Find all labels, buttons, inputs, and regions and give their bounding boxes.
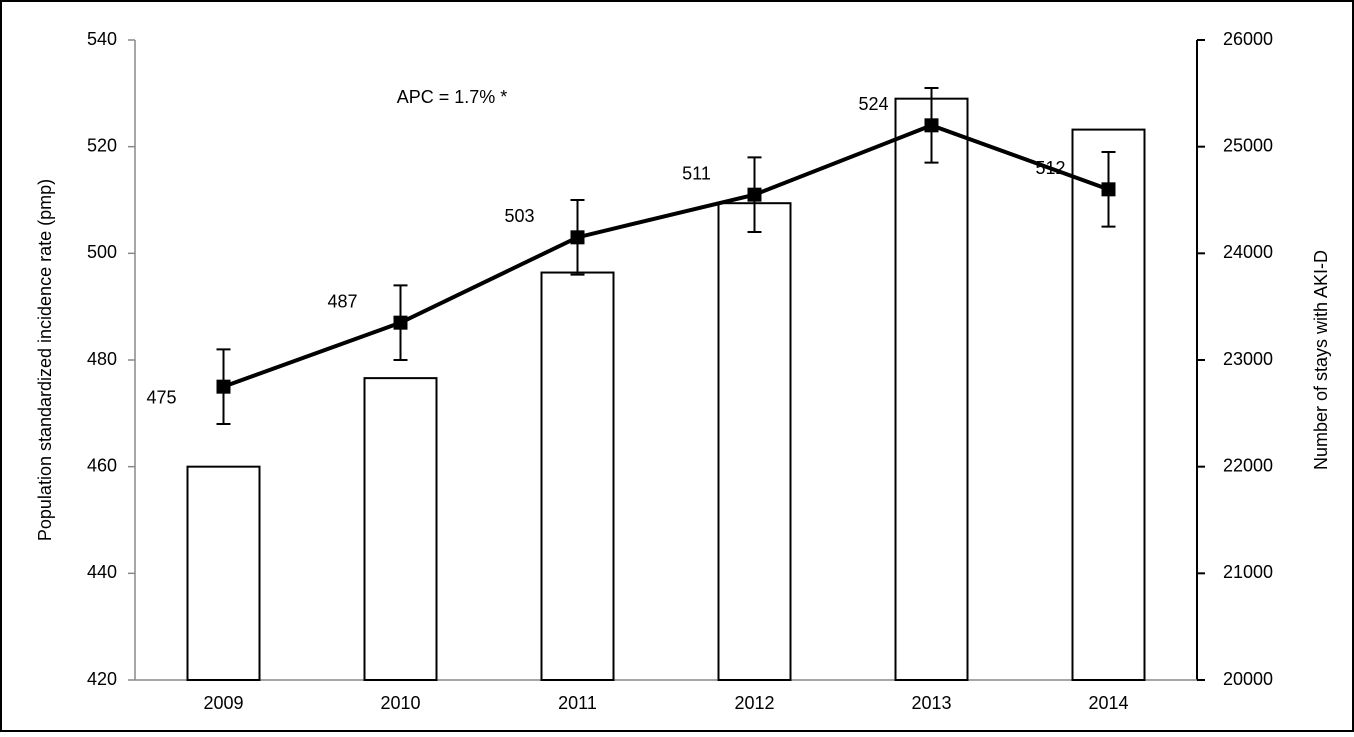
marker xyxy=(393,315,408,330)
bar xyxy=(540,271,615,681)
y-tick-label: 500 xyxy=(87,242,117,262)
y2-tick-label: 26000 xyxy=(1223,29,1273,49)
y2-tick-label: 24000 xyxy=(1223,242,1273,262)
y-tick-label: 540 xyxy=(87,29,117,49)
y-tick-label: 460 xyxy=(87,455,117,475)
y-tick-label: 420 xyxy=(87,669,117,689)
data-label: 503 xyxy=(504,206,534,226)
bar xyxy=(717,202,792,681)
marker xyxy=(924,118,939,133)
data-label: 511 xyxy=(682,163,711,183)
y-tick-label: 440 xyxy=(87,562,117,582)
x-tick-label: 2014 xyxy=(1088,693,1128,713)
y2-tick-label: 21000 xyxy=(1223,562,1273,582)
x-tick-label: 2010 xyxy=(380,693,420,713)
marker xyxy=(1101,182,1116,197)
annotation: APC = 1.7% * xyxy=(397,87,508,107)
y2-axis-label: Number of stays with AKI-D xyxy=(1311,250,1331,470)
bar xyxy=(363,377,438,681)
data-label: 487 xyxy=(327,291,357,311)
bar xyxy=(894,97,969,681)
y2-tick-label: 22000 xyxy=(1223,455,1273,475)
data-label: 524 xyxy=(858,94,888,114)
bar xyxy=(186,465,261,681)
data-label: 475 xyxy=(146,387,176,407)
y2-tick-label: 20000 xyxy=(1223,669,1273,689)
marker xyxy=(747,187,762,202)
y-axis-label: Population standardized incidence rate (… xyxy=(35,179,55,541)
y-tick-label: 520 xyxy=(87,135,117,155)
marker xyxy=(216,379,231,394)
y2-tick-label: 25000 xyxy=(1223,135,1273,155)
x-tick-label: 2011 xyxy=(558,693,597,713)
x-tick-label: 2013 xyxy=(911,693,951,713)
line xyxy=(222,123,1110,389)
data-label: 512 xyxy=(1035,158,1065,178)
y-tick-label: 480 xyxy=(87,349,117,369)
marker xyxy=(570,230,585,245)
y2-tick-label: 23000 xyxy=(1223,349,1273,369)
x-tick-label: 2009 xyxy=(203,693,243,713)
x-tick-label: 2012 xyxy=(734,693,774,713)
